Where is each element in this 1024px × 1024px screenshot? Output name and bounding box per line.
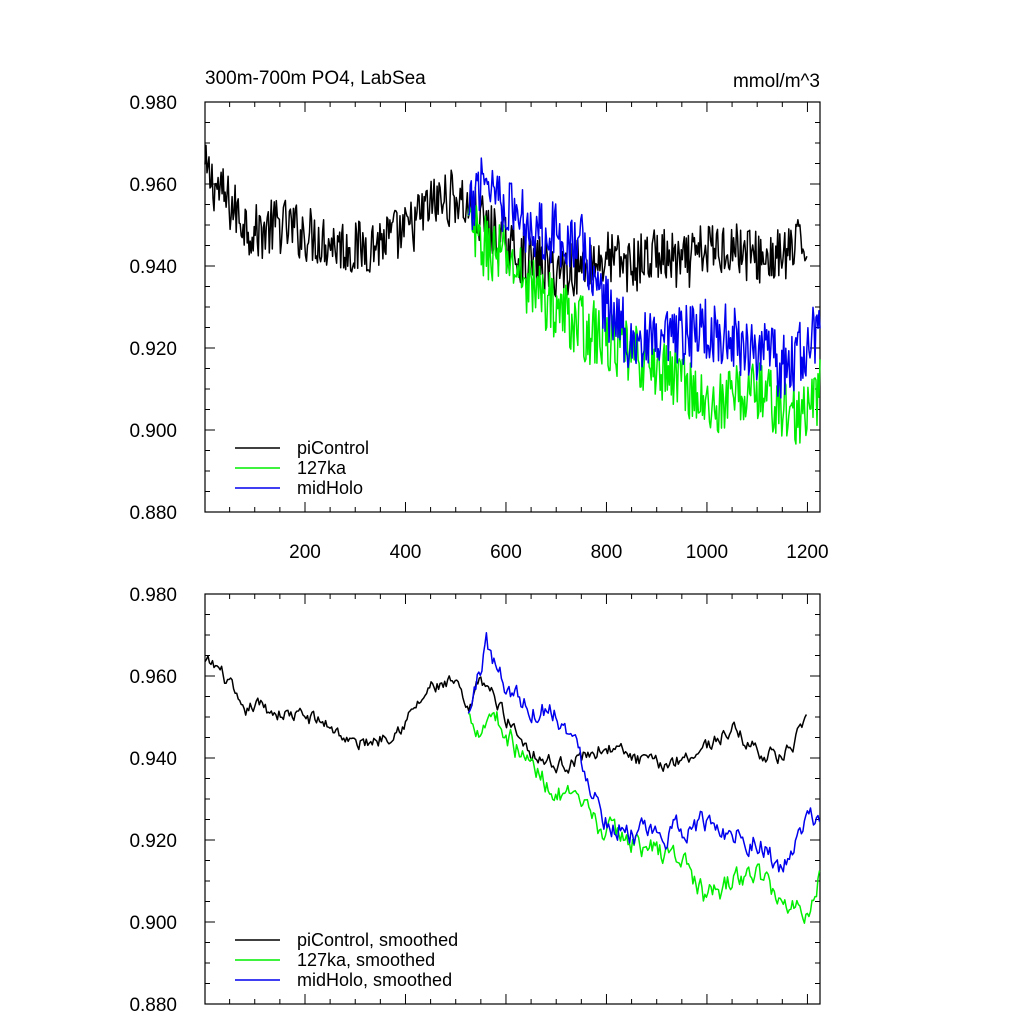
series-line-bottom-0: [204, 655, 808, 774]
legend-label: piControl, smoothed: [297, 930, 458, 950]
y-tick-label: 0.980: [129, 93, 177, 114]
legend-label: piControl: [297, 438, 369, 458]
y-tick-label: 0.880: [129, 503, 177, 524]
x-tick-label: 1000: [686, 542, 728, 563]
series-line-bottom-2: [467, 632, 821, 873]
x-tick-label: 800: [591, 542, 623, 563]
y-tick-label: 0.900: [129, 913, 177, 934]
legend-label: midHolo: [297, 478, 363, 498]
x-tick-label: 400: [390, 542, 422, 563]
x-tick-label: 200: [289, 542, 321, 563]
x-tick-label: 1200: [786, 542, 828, 563]
y-tick-label: 0.920: [129, 339, 177, 360]
y-tick-label: 0.980: [129, 585, 177, 606]
y-tick-label: 0.880: [129, 995, 177, 1016]
series-line-top-1: [467, 205, 821, 445]
series-line-bottom-1: [468, 711, 821, 924]
y-tick-label: 0.940: [129, 257, 177, 278]
legend-label: 127ka: [297, 458, 347, 478]
legend-label: 127ka, smoothed: [297, 950, 435, 970]
y-tick-label: 0.960: [129, 175, 177, 196]
top-chart-panel: 300m-700m PO4, LabSea mmol/m^3 200 400 600…: [129, 68, 828, 563]
y-tick-label: 0.900: [129, 421, 177, 442]
series-line-top-0: [204, 144, 808, 298]
y-tick-label: 0.920: [129, 831, 177, 852]
y-tick-label: 0.960: [129, 667, 177, 688]
bottom-chart-panel: 0.880 0.900 0.920 0.940 0.960 0.980 piControl…: [129, 585, 821, 1016]
series-line-top-2: [467, 157, 821, 399]
top-chart-units: mmol/m^3: [733, 71, 820, 92]
legend-label: midHolo, smoothed: [297, 970, 452, 990]
x-tick-label: 600: [490, 542, 522, 563]
top-chart-title: 300m-700m PO4, LabSea: [205, 68, 426, 89]
y-tick-label: 0.940: [129, 749, 177, 770]
